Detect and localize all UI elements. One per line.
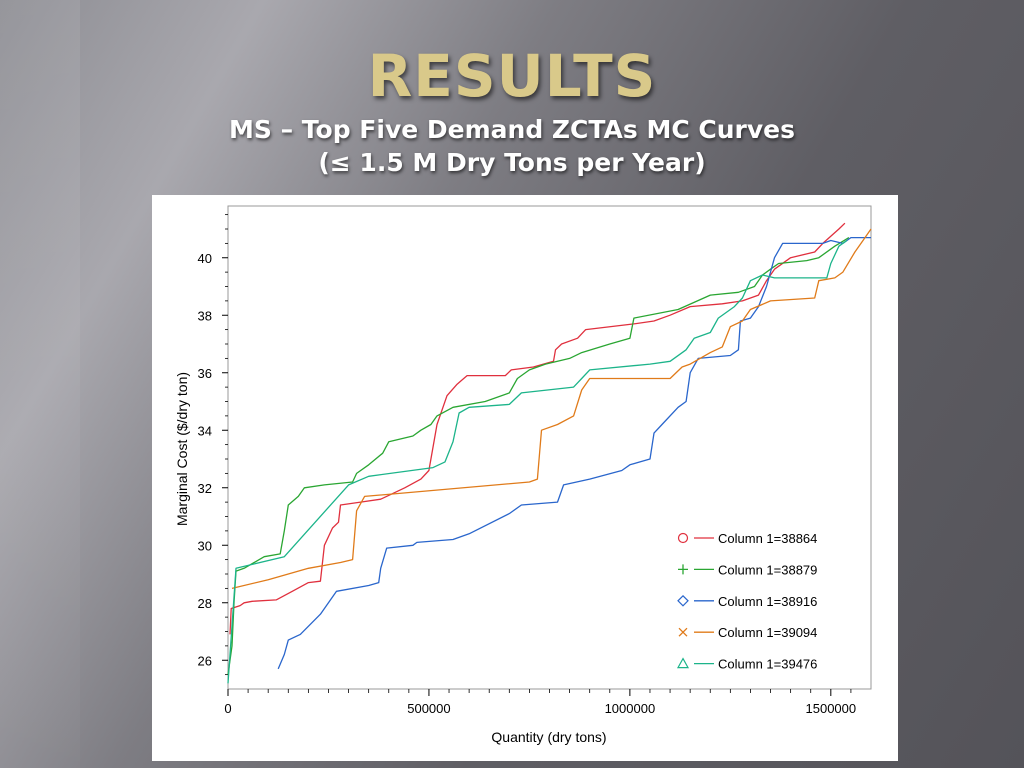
legend-label: Column 1=39476 — [718, 657, 817, 672]
y-tick-label: 26 — [198, 653, 212, 668]
x-tick-label: 0 — [224, 701, 231, 716]
series-line — [231, 228, 872, 590]
series-lines — [227, 222, 872, 684]
chart-card: 26 28 30 32 34 36 38 40 0 500000 1000000 1500000 C… — [152, 195, 898, 761]
series-line — [227, 237, 850, 675]
series-line — [229, 222, 846, 635]
legend-marker-x — [678, 627, 688, 637]
x-tick-label: 500000 — [407, 701, 450, 716]
legend-label: Column 1=38916 — [718, 594, 817, 609]
legend-marker-triangle — [676, 657, 690, 669]
y-tick-label: 28 — [198, 596, 212, 611]
legend-marker-diamond — [677, 594, 689, 607]
legend: Column 1=38864 Column 1=38879 Column 1=389… — [676, 531, 817, 672]
x-axis: 0 500000 1000000 1500000 — [224, 689, 856, 716]
y-tick-label: 38 — [198, 308, 212, 323]
y-tick-label: 32 — [198, 481, 212, 496]
y-tick-label: 34 — [198, 423, 212, 438]
slide-subtitle-line1: MS – Top Five Demand ZCTAs MC Curves — [229, 115, 795, 144]
series-line — [227, 239, 848, 684]
x-tick-label: 1500000 — [806, 701, 857, 716]
slide-title: RESULTS — [367, 42, 657, 110]
x-tick-label: 1000000 — [605, 701, 656, 716]
legend-label: Column 1=39094 — [718, 625, 817, 640]
y-tick-label: 36 — [198, 366, 212, 381]
slide-subtitle-line2: (≤ 1.5 M Dry Tons per Year) — [318, 148, 706, 177]
legend-marker-plus — [678, 564, 688, 575]
y-axis: 26 28 30 32 34 36 38 40 — [198, 214, 228, 676]
line-chart: 26 28 30 32 34 36 38 40 0 500000 1000000 1500000 C… — [174, 205, 872, 745]
y-tick-label: 40 — [198, 251, 212, 266]
legend-marker-circle — [677, 532, 689, 544]
y-tick-label: 30 — [198, 538, 212, 553]
x-axis-label: Quantity (dry tons) — [491, 729, 606, 745]
slide-decoration — [0, 0, 80, 768]
y-axis-label: Marginal Cost ($/dry ton) — [174, 372, 190, 526]
legend-label: Column 1=38879 — [718, 562, 817, 577]
legend-label: Column 1=38864 — [718, 531, 817, 546]
